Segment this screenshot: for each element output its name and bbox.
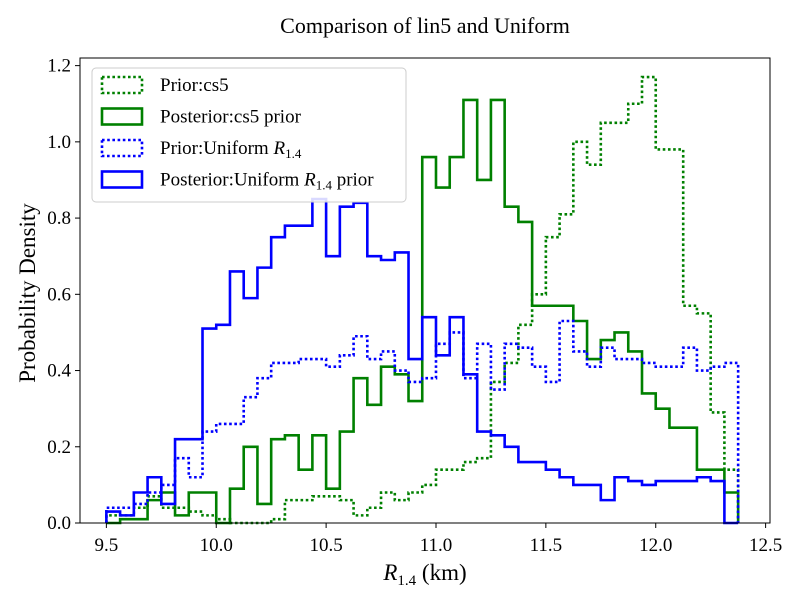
y-tick-label: 0.6: [47, 284, 71, 305]
legend-box: [91, 67, 407, 203]
plot-frame: [79, 57, 771, 524]
y-tick-label: 1.2: [47, 56, 71, 77]
legend-label: Posterior:Uniform R1.4 prior: [160, 170, 374, 193]
series-4-step-line: [105, 197, 739, 525]
legend-entry-2: Posterior:cs5 prior: [100, 107, 302, 128]
legend-label: Posterior:cs5 prior: [160, 107, 302, 128]
x-tick-label: 11.0: [420, 535, 453, 556]
y-tick-label: 0.0: [47, 513, 71, 534]
legend-entry-4: Posterior:Uniform R1.4 prior: [100, 170, 374, 193]
legend-swatch: [100, 75, 144, 95]
legend-entry-1: Prior:cs5: [100, 75, 229, 96]
legend-swatch: [100, 107, 144, 126]
x-tick-label: 12.5: [749, 535, 782, 556]
legend: Prior:cs5 Posterior:cs5 prior Prior:Unifor…: [91, 67, 407, 203]
y-axis-label: Probability Density: [15, 203, 40, 383]
legend-label: Prior:cs5: [160, 75, 229, 96]
x-tick-label: 10.0: [200, 535, 233, 556]
y-tick-label: 1.0: [47, 132, 71, 153]
chart-title: Comparison of lin5 and Uniform: [280, 13, 570, 38]
x-tick-label: 12.0: [639, 535, 672, 556]
y-axis: 0.0 0.2 0.4 0.6 0.8 1.0 1.2: [47, 56, 80, 534]
legend-entry-3: Prior:Uniform R1.4: [100, 138, 302, 161]
y-tick-label: 0.4: [47, 361, 71, 382]
x-axis: 9.5 10.0 10.5 11.0 11.5 12.0 12.5: [94, 523, 782, 556]
legend-label: Prior:Uniform R1.4: [160, 138, 302, 161]
y-tick-label: 0.8: [47, 208, 71, 229]
x-axis-label: R1.4 (km): [382, 560, 466, 589]
x-tick-label: 9.5: [94, 535, 118, 556]
y-tick-label: 0.2: [47, 437, 71, 458]
legend-swatch: [100, 170, 144, 189]
series-1-step-line: [105, 75, 740, 525]
legend-swatch: [100, 138, 144, 158]
x-tick-label: 11.5: [530, 535, 563, 556]
x-tick-label: 10.5: [309, 535, 342, 556]
